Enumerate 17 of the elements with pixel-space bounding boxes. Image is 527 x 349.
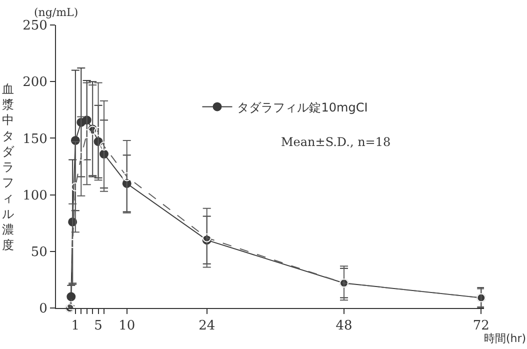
x-axis-title: 時間(hr) <box>484 332 526 345</box>
x-tick-label: 48 <box>336 318 352 334</box>
x-tick-label: 24 <box>198 318 216 334</box>
x-tick-label: 5 <box>94 318 102 334</box>
text: 血漿中タダラフィル濃度 <box>2 82 14 252</box>
x-tick-label: 10 <box>118 318 136 334</box>
y-tick-label: 200 <box>22 75 48 90</box>
text: (ng/mL) <box>34 6 78 19</box>
x-tick-label: 1 <box>71 318 80 334</box>
annotation: Mean±S.D., n=18 <box>281 135 391 149</box>
y-tick-label: 150 <box>22 132 48 147</box>
y-tick-label: 100 <box>22 188 48 204</box>
legend-label: タダラフィル錠10mgCI <box>237 100 368 114</box>
y-tick-label: 0 <box>39 302 48 317</box>
y-tick-label: 50 <box>30 244 48 260</box>
y-tick-label: 250 <box>22 18 48 34</box>
x-tick-label: 72 <box>472 318 490 334</box>
